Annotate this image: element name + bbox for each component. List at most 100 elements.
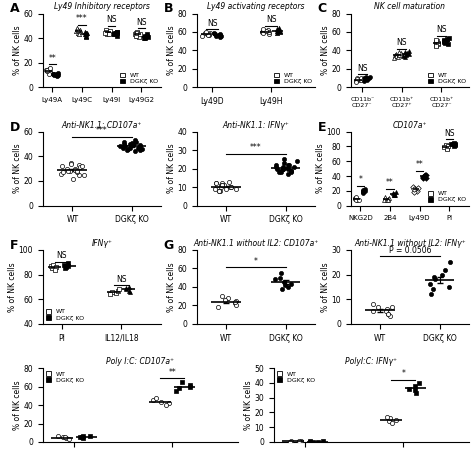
Point — [287, 281, 294, 288]
Point — [45, 70, 52, 78]
Point — [280, 156, 288, 163]
Point — [353, 75, 361, 83]
Point — [225, 295, 232, 302]
Point — [106, 27, 113, 34]
Point — [53, 263, 60, 271]
Point — [405, 385, 413, 392]
Point — [62, 263, 70, 271]
Y-axis label: % of NK cells: % of NK cells — [8, 262, 17, 312]
Point — [52, 266, 59, 273]
Point — [231, 300, 239, 307]
Point — [228, 184, 235, 191]
Point — [201, 29, 209, 37]
Point — [114, 287, 122, 294]
Point — [75, 161, 82, 169]
Point — [220, 182, 228, 189]
Point — [136, 147, 143, 154]
Point — [410, 185, 418, 192]
Point — [411, 186, 419, 193]
Point — [287, 167, 295, 174]
Text: NS: NS — [397, 38, 407, 47]
Point — [73, 27, 80, 34]
Point — [357, 76, 365, 83]
Point — [432, 38, 440, 46]
Point — [227, 184, 234, 191]
Point — [43, 68, 51, 75]
Point — [202, 28, 210, 36]
Point — [374, 303, 382, 310]
Point — [64, 260, 72, 267]
Point — [440, 143, 448, 151]
Point — [50, 70, 58, 78]
Point — [443, 143, 450, 150]
Title: Anti-NK1.1: IFNγ⁺: Anti-NK1.1: IFNγ⁺ — [223, 120, 289, 129]
Point — [131, 137, 139, 144]
Point — [365, 74, 373, 82]
Point — [76, 434, 84, 441]
Y-axis label: % of NK cells: % of NK cells — [321, 262, 330, 312]
Point — [356, 196, 363, 203]
Point — [432, 42, 440, 50]
Point — [127, 144, 134, 152]
Point — [445, 283, 453, 290]
Y-axis label: % of NK cells: % of NK cells — [321, 26, 330, 75]
Point — [275, 25, 283, 32]
Point — [284, 161, 292, 169]
Point — [203, 30, 210, 37]
Point — [275, 169, 283, 176]
Point — [133, 28, 141, 36]
Point — [360, 189, 367, 196]
Legend: WT, DGKζ KO: WT, DGKζ KO — [277, 371, 315, 383]
Legend: WT, DGKζ KO: WT, DGKζ KO — [428, 191, 466, 202]
Point — [210, 29, 218, 37]
Point — [366, 74, 374, 81]
Point — [265, 28, 273, 36]
Point — [218, 182, 226, 189]
Point — [419, 173, 427, 180]
Point — [134, 144, 142, 152]
Point — [297, 438, 304, 445]
Point — [59, 169, 67, 176]
Point — [233, 297, 240, 304]
Point — [288, 167, 295, 174]
Point — [351, 194, 359, 202]
Legend: WT, DGKζ KO: WT, DGKζ KO — [428, 73, 466, 84]
Point — [50, 70, 57, 78]
Point — [212, 185, 219, 193]
Point — [401, 49, 409, 56]
Text: NS: NS — [207, 19, 217, 28]
Point — [450, 139, 458, 147]
Point — [232, 302, 240, 309]
Point — [110, 31, 118, 38]
Point — [258, 28, 266, 36]
Text: **: ** — [168, 368, 176, 377]
Point — [411, 387, 419, 394]
Point — [271, 276, 279, 283]
Point — [149, 397, 156, 404]
Point — [413, 187, 420, 194]
Point — [451, 141, 459, 148]
Point — [217, 33, 224, 40]
Point — [287, 437, 294, 445]
Text: ***: *** — [250, 143, 262, 152]
Point — [353, 74, 361, 82]
Point — [132, 32, 139, 39]
Point — [278, 169, 285, 176]
Point — [443, 37, 450, 45]
Point — [384, 310, 392, 318]
Point — [73, 167, 81, 175]
Point — [297, 438, 305, 445]
Point — [442, 142, 450, 149]
Point — [279, 165, 287, 172]
Point — [273, 29, 281, 37]
Text: D: D — [9, 121, 20, 133]
Point — [82, 31, 89, 38]
Point — [449, 140, 456, 147]
Point — [284, 165, 292, 172]
Point — [77, 26, 84, 33]
Point — [383, 413, 390, 420]
Point — [291, 163, 298, 170]
Point — [284, 170, 292, 178]
Point — [62, 265, 69, 272]
Point — [433, 40, 441, 47]
